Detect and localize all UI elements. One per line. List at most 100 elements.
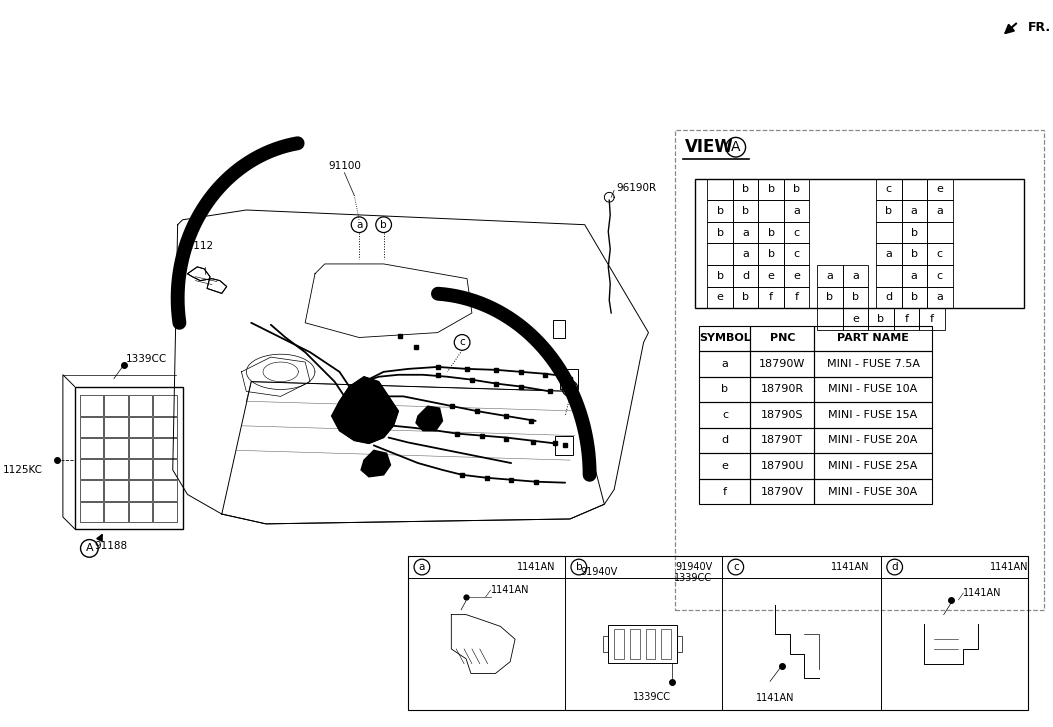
Bar: [733, 179, 758, 200]
Text: a: a: [936, 292, 943, 302]
Bar: [553, 320, 565, 337]
Text: b: b: [911, 228, 918, 238]
Text: e: e: [717, 292, 723, 302]
Bar: [609, 625, 677, 663]
Bar: [153, 502, 177, 522]
Bar: [733, 222, 758, 244]
Text: c: c: [733, 562, 738, 572]
Bar: [153, 395, 177, 416]
Text: b: b: [380, 220, 386, 230]
Text: a: a: [356, 220, 362, 230]
Text: 18790R: 18790R: [761, 385, 803, 395]
Text: f: f: [795, 292, 798, 302]
Text: a: a: [742, 249, 749, 259]
Bar: [104, 417, 127, 437]
Bar: [901, 265, 927, 286]
Bar: [927, 222, 953, 244]
Bar: [758, 286, 783, 308]
Text: 18790T: 18790T: [761, 435, 803, 446]
Bar: [708, 179, 733, 200]
Bar: [128, 459, 152, 479]
Bar: [677, 636, 682, 652]
Bar: [901, 244, 927, 265]
Bar: [153, 481, 177, 501]
Bar: [80, 502, 103, 522]
Bar: [876, 244, 901, 265]
Text: MINI - FUSE 15A: MINI - FUSE 15A: [829, 410, 918, 420]
Bar: [876, 265, 901, 286]
Bar: [733, 265, 758, 286]
Bar: [901, 179, 927, 200]
Bar: [927, 244, 953, 265]
Text: d: d: [721, 435, 729, 446]
Text: c: c: [722, 410, 728, 420]
Text: e: e: [768, 270, 775, 281]
Text: b: b: [721, 385, 729, 395]
Polygon shape: [361, 450, 391, 477]
Bar: [751, 351, 814, 377]
Bar: [814, 453, 932, 479]
Bar: [699, 326, 751, 351]
Text: 1141AN: 1141AN: [963, 588, 1001, 598]
Bar: [153, 417, 177, 437]
Text: 18790S: 18790S: [761, 410, 803, 420]
Text: MINI - FUSE 25A: MINI - FUSE 25A: [829, 461, 918, 471]
Text: 1141AN: 1141AN: [831, 562, 869, 572]
Bar: [153, 438, 177, 458]
Text: 1141AN: 1141AN: [756, 693, 794, 703]
Bar: [817, 265, 842, 286]
Text: d: d: [567, 384, 573, 393]
Text: 1339CC: 1339CC: [634, 692, 672, 702]
Text: e: e: [852, 314, 859, 324]
Bar: [876, 286, 901, 308]
Bar: [814, 326, 932, 351]
Bar: [560, 369, 578, 388]
Text: 91940V: 91940V: [675, 562, 712, 572]
Bar: [751, 427, 814, 453]
Bar: [758, 244, 783, 265]
Bar: [783, 179, 810, 200]
Bar: [842, 286, 868, 308]
Text: b: b: [793, 185, 800, 194]
Text: 18790U: 18790U: [760, 461, 804, 471]
Text: b: b: [717, 270, 723, 281]
Bar: [751, 377, 814, 402]
Text: a: a: [852, 270, 859, 281]
Bar: [876, 179, 901, 200]
Bar: [783, 265, 810, 286]
Bar: [758, 222, 783, 244]
Bar: [783, 286, 810, 308]
Bar: [699, 351, 751, 377]
Text: c: c: [459, 337, 465, 348]
Text: 96190R: 96190R: [616, 183, 656, 193]
Bar: [80, 459, 103, 479]
Bar: [104, 395, 127, 416]
Text: d: d: [892, 562, 898, 572]
Text: 1339CC: 1339CC: [674, 573, 712, 583]
Bar: [927, 265, 953, 286]
Bar: [699, 377, 751, 402]
Bar: [733, 200, 758, 222]
Text: MINI - FUSE 30A: MINI - FUSE 30A: [829, 486, 918, 497]
Text: b: b: [576, 562, 582, 572]
Text: a: a: [827, 270, 833, 281]
Text: e: e: [721, 461, 729, 471]
Bar: [630, 630, 639, 659]
Text: b: b: [742, 206, 749, 216]
Bar: [708, 200, 733, 222]
Text: A: A: [85, 543, 93, 553]
Text: c: c: [886, 185, 892, 194]
Bar: [814, 427, 932, 453]
Text: 1141AN: 1141AN: [990, 562, 1028, 572]
Bar: [814, 402, 932, 427]
Text: MINI - FUSE 7.5A: MINI - FUSE 7.5A: [827, 359, 919, 369]
Bar: [783, 200, 810, 222]
Bar: [699, 402, 751, 427]
Text: b: b: [768, 228, 775, 238]
Bar: [876, 222, 901, 244]
Bar: [708, 244, 733, 265]
Bar: [699, 427, 751, 453]
Bar: [645, 630, 655, 659]
Text: f: f: [905, 314, 909, 324]
Text: 18790W: 18790W: [759, 359, 806, 369]
